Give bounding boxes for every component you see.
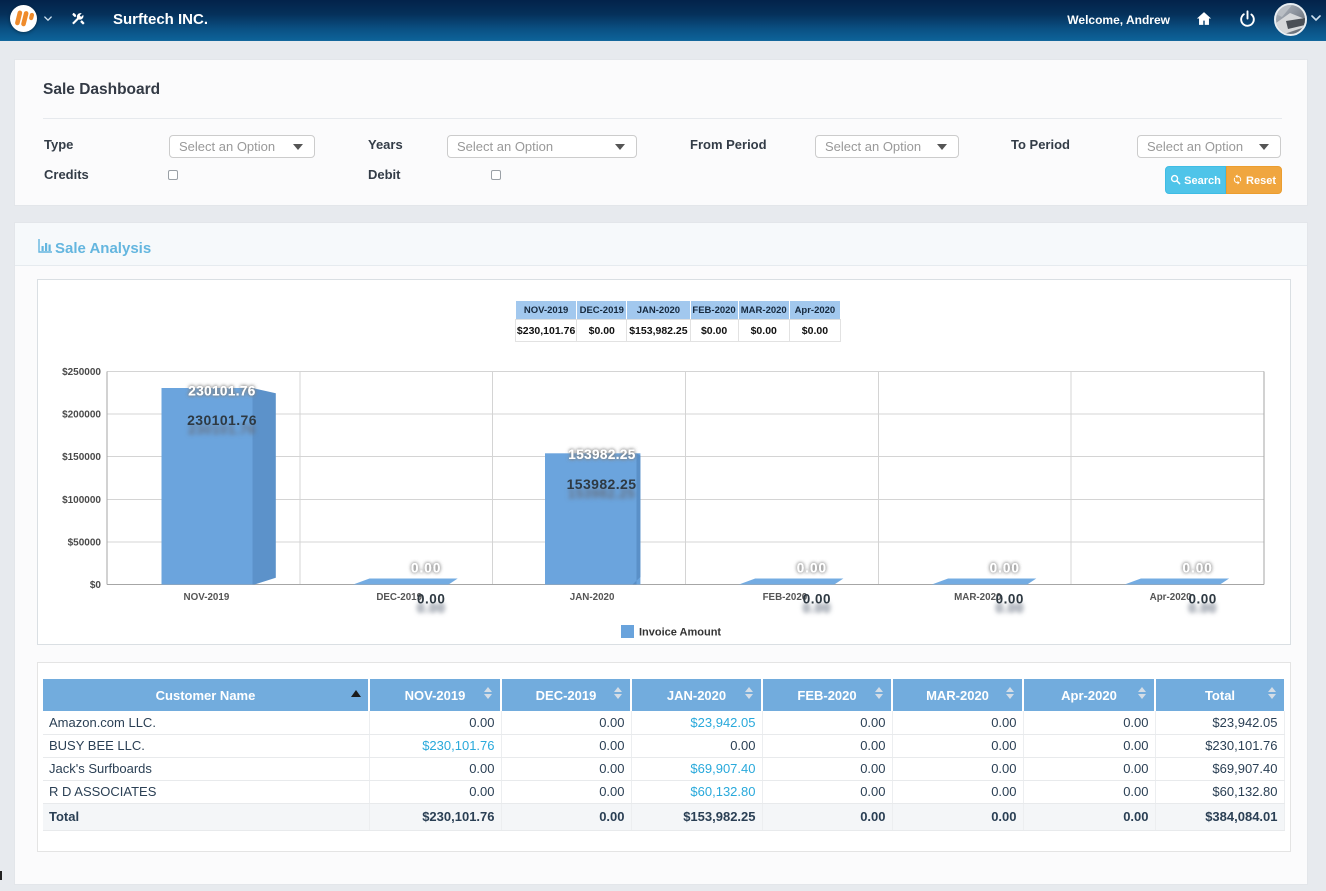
svg-text:0.00: 0.00	[411, 561, 441, 576]
svg-text:0.00: 0.00	[996, 592, 1024, 607]
svg-text:0.00: 0.00	[996, 601, 1024, 616]
svg-text:0.00: 0.00	[417, 592, 445, 607]
svg-text:0.00: 0.00	[990, 561, 1020, 576]
svg-text:0.00: 0.00	[411, 561, 441, 576]
svg-text:NOV-2019: NOV-2019	[184, 592, 230, 603]
svg-text:0.00: 0.00	[797, 561, 827, 576]
svg-text:0.00: 0.00	[990, 561, 1020, 576]
svg-text:0.00: 0.00	[797, 561, 827, 576]
svg-text:153982.25: 153982.25	[567, 476, 637, 492]
svg-text:0.00: 0.00	[797, 561, 827, 576]
svg-text:$250000: $250000	[62, 367, 101, 378]
svg-text:153982.25: 153982.25	[568, 447, 636, 462]
svg-text:153982.25: 153982.25	[568, 486, 636, 501]
svg-text:0.00: 0.00	[803, 601, 831, 616]
svg-text:0.00: 0.00	[411, 561, 441, 576]
svg-text:Invoice Amount: Invoice Amount	[639, 627, 721, 639]
svg-text:JAN-2020: JAN-2020	[570, 592, 615, 603]
svg-text:$200000: $200000	[62, 410, 101, 421]
svg-text:0.00: 0.00	[1182, 561, 1212, 576]
svg-text:230101.76: 230101.76	[188, 384, 256, 399]
svg-text:0.00: 0.00	[1182, 561, 1212, 576]
svg-text:230101.76: 230101.76	[188, 384, 256, 399]
svg-text:153982.25: 153982.25	[568, 447, 636, 462]
svg-text:DEC-2019: DEC-2019	[376, 592, 422, 603]
svg-text:MAR-2020: MAR-2020	[954, 592, 1002, 603]
svg-text:0.00: 0.00	[1182, 561, 1212, 576]
svg-text:0.00: 0.00	[990, 561, 1020, 576]
svg-text:0.00: 0.00	[1188, 601, 1216, 616]
svg-text:$0: $0	[90, 580, 102, 591]
svg-text:230101.76: 230101.76	[187, 412, 257, 428]
svg-text:0.00: 0.00	[411, 561, 441, 576]
svg-text:0.00: 0.00	[417, 601, 445, 616]
svg-text:$50000: $50000	[68, 537, 102, 548]
svg-text:230101.76: 230101.76	[188, 384, 256, 399]
svg-text:153982.25: 153982.25	[568, 447, 636, 462]
svg-text:0.00: 0.00	[990, 561, 1020, 576]
svg-text:153982.25: 153982.25	[568, 447, 636, 462]
svg-text:Apr-2020: Apr-2020	[1150, 592, 1192, 603]
svg-text:$100000: $100000	[62, 495, 101, 506]
svg-text:0.00: 0.00	[803, 592, 831, 607]
svg-text:230101.76: 230101.76	[188, 422, 256, 437]
svg-text:0.00: 0.00	[1188, 592, 1216, 607]
svg-text:0.00: 0.00	[797, 561, 827, 576]
svg-text:FEB-2020: FEB-2020	[763, 592, 808, 603]
svg-text:$150000: $150000	[62, 452, 101, 463]
svg-text:230101.76: 230101.76	[188, 384, 256, 399]
svg-text:0.00: 0.00	[1182, 561, 1212, 576]
